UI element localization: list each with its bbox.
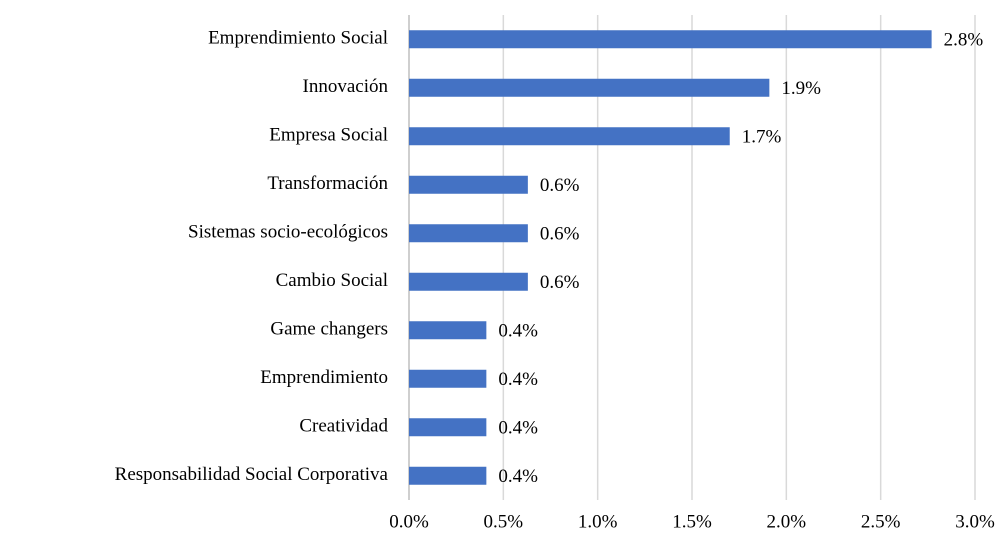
bar (409, 418, 487, 437)
y-tick-label: Transformación (267, 173, 388, 194)
value-label: 0.4% (498, 466, 538, 487)
value-label: 0.4% (498, 418, 538, 439)
bar (409, 224, 528, 243)
bar (409, 30, 932, 49)
x-tick-label: 1.5% (672, 511, 712, 532)
x-tick-label: 2.0% (767, 511, 807, 532)
x-tick-label: 0.5% (484, 511, 524, 532)
value-label: 2.8% (944, 30, 984, 51)
bar (409, 321, 487, 340)
bar (409, 272, 528, 291)
y-tick-label: Empresa Social (269, 125, 388, 146)
value-label: 1.7% (742, 127, 782, 148)
bar (409, 175, 528, 194)
value-label: 1.9% (781, 78, 821, 99)
bar (409, 127, 730, 146)
value-label: 0.6% (540, 272, 580, 293)
value-label: 0.4% (498, 369, 538, 390)
x-tick-label: 0.0% (389, 511, 429, 532)
y-tick-label: Innovación (303, 76, 389, 97)
y-tick-label: Responsabilidad Social Corporativa (115, 464, 389, 485)
y-tick-label: Emprendimiento Social (208, 28, 388, 49)
bar (409, 466, 487, 485)
y-tick-label: Creatividad (299, 416, 388, 437)
value-label: 0.4% (498, 321, 538, 342)
bar (409, 369, 487, 388)
y-tick-label: Emprendimiento (260, 367, 388, 388)
y-tick-label: Game changers (270, 319, 388, 340)
x-tick-label: 2.5% (861, 511, 901, 532)
bar (409, 78, 770, 97)
x-tick-label: 3.0% (955, 511, 995, 532)
value-label: 0.6% (540, 224, 580, 245)
y-tick-label: Sistemas socio-ecológicos (188, 222, 388, 243)
value-label: 0.6% (540, 175, 580, 196)
y-tick-label: Cambio Social (276, 270, 388, 291)
x-tick-label: 1.0% (578, 511, 618, 532)
